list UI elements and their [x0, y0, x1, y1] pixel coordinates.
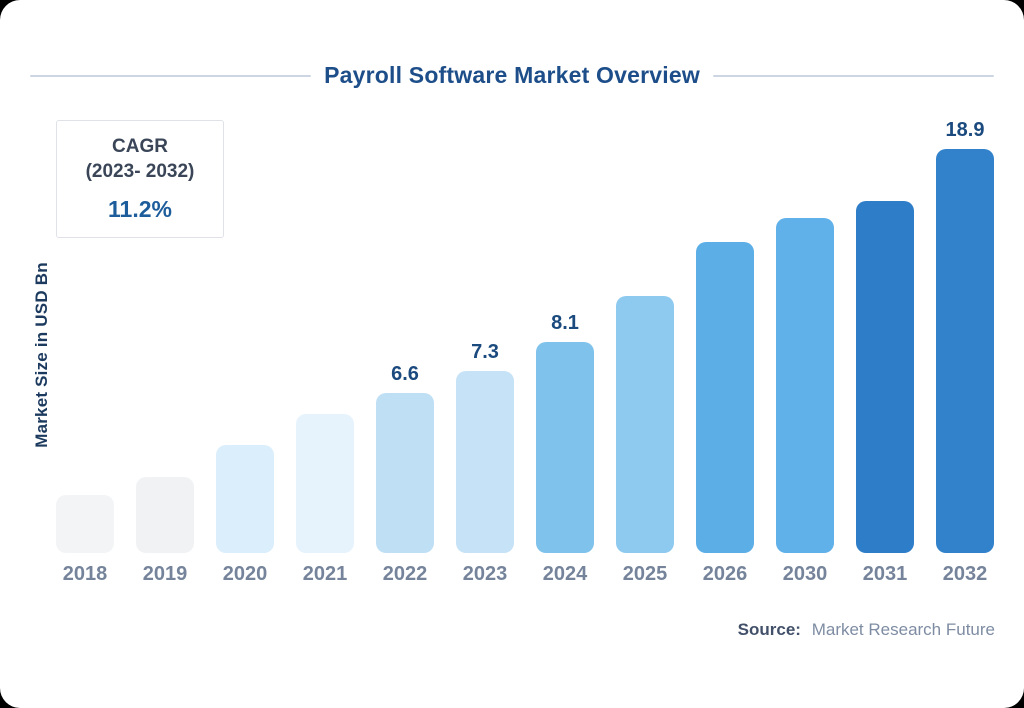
title-divider-right — [712, 74, 994, 77]
source-text: Market Research Future — [811, 620, 995, 639]
bar-2030 — [776, 218, 834, 553]
bar-column-2025 — [616, 296, 674, 553]
bar-column-2031 — [856, 201, 914, 553]
bar-column-2032: 18.9 — [936, 119, 994, 553]
x-axis-label-2018: 2018 — [62, 563, 108, 585]
bar-2025 — [616, 296, 674, 553]
bar-column-2026 — [696, 242, 754, 553]
bar-2026 — [696, 242, 754, 553]
bar-column-2021 — [296, 414, 354, 553]
source-prefix: Source: — [737, 620, 801, 639]
x-axis-label-2026: 2026 — [702, 563, 748, 585]
x-axis-label-2025: 2025 — [622, 563, 668, 585]
bar-column-2024: 8.1 — [536, 312, 594, 553]
y-axis-label: Market Size in USD Bn — [32, 262, 51, 448]
x-axis-label-2031: 2031 — [862, 563, 908, 585]
bar-2031 — [856, 201, 914, 553]
bar-column-2019 — [136, 477, 194, 553]
bar-2024 — [536, 342, 594, 553]
x-axis-label-2032: 2032 — [942, 563, 988, 585]
bar-2018 — [56, 495, 114, 553]
bar-column-2020 — [216, 445, 274, 553]
bar-2022 — [376, 393, 434, 553]
cagr-label-line2: (2023- 2032) — [85, 160, 195, 182]
x-axis-label-2023: 2023 — [462, 563, 508, 585]
bar-column-2030 — [776, 218, 834, 553]
bar-2020 — [216, 445, 274, 553]
bars-area: 6.6 7.3 8.1 18.9 — [56, 0, 996, 553]
title-divider-left — [30, 74, 312, 77]
bar-column-2022: 6.6 — [376, 363, 434, 553]
bar-2032 — [936, 149, 994, 553]
x-axis-label-2022: 2022 — [382, 563, 428, 585]
cagr-value: 11.2% — [108, 196, 172, 223]
title-row: Payroll Software Market Overview — [0, 62, 1024, 89]
x-axis-label-2030: 2030 — [782, 563, 828, 585]
source-row: Source: Market Research Future — [738, 620, 995, 640]
cagr-label-line1: CAGR — [112, 135, 168, 157]
bar-2021 — [296, 414, 354, 553]
x-axis-label-2020: 2020 — [222, 563, 268, 585]
bar-column-2023: 7.3 — [456, 341, 514, 553]
bar-column-2018 — [56, 495, 114, 553]
x-axis-label-2019: 2019 — [142, 563, 188, 585]
bar-value-label-2022: 6.6 — [391, 363, 419, 385]
bar-value-label-2032: 18.9 — [945, 119, 985, 141]
year-labels-row: 2018 2019 2020 2021 2022 2023 2024 2025 2026 2030… — [56, 563, 996, 586]
x-axis-label-2021: 2021 — [302, 563, 348, 585]
cagr-box: CAGR (2023- 2032) 11.2% — [56, 120, 224, 238]
x-axis-label-2024: 2024 — [542, 563, 588, 585]
bar-2023 — [456, 371, 514, 553]
bar-value-label-2023: 7.3 — [471, 341, 499, 363]
bar-value-label-2024: 8.1 — [551, 312, 579, 334]
bar-2019 — [136, 477, 194, 553]
page-title: Payroll Software Market Overview — [324, 62, 700, 88]
